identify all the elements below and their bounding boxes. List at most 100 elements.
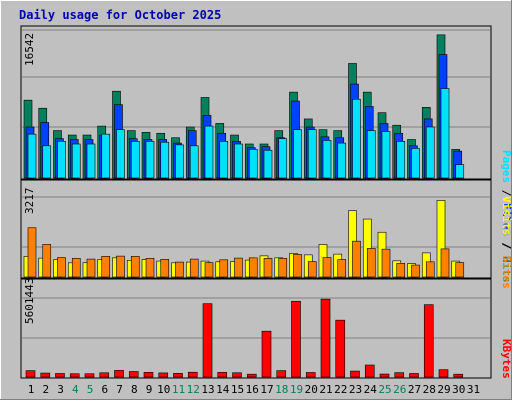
kbytes-bar (350, 370, 360, 378)
pages-bar (278, 138, 288, 179)
sites-bar (293, 254, 302, 278)
day-label: 7 (116, 383, 123, 396)
day-label: 28 (423, 383, 436, 396)
kbytes-bar (55, 373, 65, 378)
kbytes-bar (409, 373, 419, 378)
day-label: 18 (275, 383, 288, 396)
kbytes-bar (158, 372, 169, 378)
sites-bar (234, 257, 243, 278)
legend-hits: Pages / Files / Hits (500, 150, 512, 283)
pages-bar (175, 144, 184, 179)
kbytes-bar (423, 304, 434, 378)
sites-bar (175, 261, 184, 278)
pages-bar (27, 133, 37, 179)
kbytes-bar (187, 371, 198, 378)
pages-bar (57, 141, 66, 179)
day-label: 21 (319, 383, 332, 396)
sites-bar (160, 259, 170, 278)
day-label: 17 (260, 383, 273, 396)
pages-bar (337, 142, 347, 179)
sites-bar (204, 262, 214, 278)
sites-bar (322, 257, 332, 278)
kbytes-bar (364, 364, 375, 378)
pages-bar (116, 129, 125, 179)
day-label: 20 (305, 383, 318, 396)
sites-bar (71, 258, 81, 278)
kbytes-bar (173, 373, 183, 378)
day-label: 31 (467, 383, 480, 396)
kbytes-bar (246, 373, 257, 378)
sites-bar (86, 258, 96, 278)
kbytes-bar (276, 370, 287, 378)
day-label: 13 (201, 383, 214, 396)
sites-bar (278, 258, 288, 278)
kbytes-bar (305, 372, 316, 378)
day-label: 15 (231, 383, 244, 396)
sites-bar (248, 257, 258, 278)
kbytes-bar (438, 369, 449, 378)
gridlines (22, 29, 490, 339)
kbytes-panel (20, 278, 492, 379)
day-label: 25 (378, 383, 391, 396)
pages-bar (42, 145, 52, 179)
day-label: 22 (334, 383, 347, 396)
day-label: 24 (364, 383, 378, 396)
kbytes-bar (261, 330, 272, 378)
kbytes-bar (25, 370, 36, 378)
chart-title: Daily usage for October 2025 (19, 8, 221, 22)
sites-bar (337, 259, 347, 278)
sites-bar (189, 258, 199, 278)
sites-bar (440, 248, 450, 278)
day-label: 4 (72, 383, 79, 396)
legend-visits-label: Visits (500, 196, 512, 236)
sites-bar (366, 248, 376, 278)
kbytes-bar (379, 373, 390, 378)
day-label: 10 (157, 383, 170, 396)
pages-bar (293, 129, 302, 179)
day-label: 12 (187, 383, 200, 396)
pages-bar (130, 141, 140, 179)
sites-bar (145, 258, 155, 278)
kbytes-bar (394, 372, 405, 378)
day-label: 14 (216, 383, 230, 396)
kbytes-bar (335, 319, 346, 378)
sites-bar (116, 255, 125, 278)
pages-bar (71, 143, 81, 179)
legend-kbytes: KBytes (500, 339, 512, 379)
sites-bar (381, 248, 391, 278)
pages-bar (307, 129, 317, 179)
day-label: 8 (131, 383, 138, 396)
kbytes-bar (84, 373, 95, 378)
sites-bar (219, 259, 229, 278)
visits-panel-max-label: 3217 (23, 188, 36, 215)
pages-bar (234, 143, 243, 179)
kbytes-bar (40, 372, 51, 378)
legend-sites: Sites (500, 256, 512, 289)
kbytes-bar (128, 371, 139, 378)
day-label: 27 (408, 383, 421, 396)
sites-bar (425, 261, 435, 278)
pages-bar (263, 149, 273, 179)
kbytes-bar (99, 372, 110, 378)
day-label: 3 (57, 383, 64, 396)
kbytes-bar (114, 370, 124, 378)
day-label: 16 (246, 383, 259, 396)
sites-bar (42, 244, 52, 278)
sites-bar (101, 256, 111, 278)
day-label: 26 (393, 383, 406, 396)
pages-bar (411, 148, 420, 179)
pages-bar (160, 141, 170, 179)
legend-visits: Visits / Sites (500, 196, 512, 289)
day-label: 6 (101, 383, 108, 396)
sites-bar (263, 258, 273, 278)
pages-bar (440, 88, 450, 179)
pages-bar (101, 133, 111, 179)
pages-bar (396, 141, 406, 179)
sites-bar (57, 257, 66, 278)
pages-bar (145, 141, 155, 179)
sites-bar (352, 240, 361, 278)
kbytes-bar (143, 372, 154, 378)
day-label: 2 (42, 383, 49, 396)
pages-bar (322, 140, 332, 179)
